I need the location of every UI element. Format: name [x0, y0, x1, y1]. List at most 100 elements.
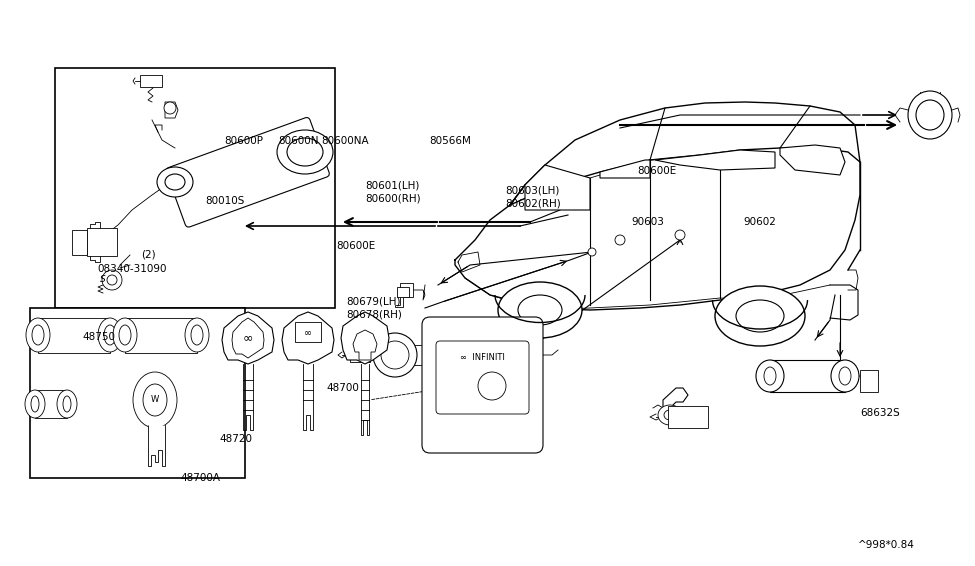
- Text: 80602(RH): 80602(RH): [505, 199, 561, 209]
- Ellipse shape: [133, 372, 177, 428]
- Text: ∞: ∞: [304, 328, 312, 338]
- Polygon shape: [341, 312, 389, 364]
- Ellipse shape: [451, 363, 461, 379]
- Circle shape: [588, 248, 596, 256]
- Bar: [55, 68, 335, 308]
- Bar: [860, 370, 878, 392]
- Text: 80010S: 80010S: [205, 196, 244, 206]
- Ellipse shape: [25, 390, 45, 418]
- Text: 80600(RH): 80600(RH): [366, 193, 421, 203]
- Polygon shape: [600, 160, 650, 178]
- Ellipse shape: [185, 318, 209, 352]
- Text: ∞: ∞: [243, 332, 254, 345]
- Bar: [350, 348, 370, 362]
- Bar: [395, 345, 440, 365]
- Text: 48720: 48720: [219, 434, 253, 444]
- Ellipse shape: [916, 100, 944, 130]
- Text: 80600E: 80600E: [638, 166, 677, 176]
- Text: 80600E: 80600E: [336, 241, 375, 251]
- Ellipse shape: [32, 325, 44, 345]
- Ellipse shape: [764, 367, 776, 385]
- Polygon shape: [525, 165, 590, 210]
- Polygon shape: [395, 283, 413, 307]
- Ellipse shape: [478, 372, 506, 400]
- FancyBboxPatch shape: [436, 341, 529, 414]
- Text: 48700A: 48700A: [180, 473, 220, 483]
- Text: 80600N: 80600N: [278, 136, 319, 147]
- Ellipse shape: [98, 318, 122, 352]
- Ellipse shape: [488, 343, 512, 367]
- Ellipse shape: [518, 295, 562, 325]
- Ellipse shape: [480, 335, 520, 375]
- Ellipse shape: [57, 390, 77, 418]
- Ellipse shape: [381, 341, 409, 369]
- FancyBboxPatch shape: [166, 118, 330, 227]
- Bar: [140, 75, 162, 87]
- Text: S: S: [100, 276, 106, 285]
- Text: W: W: [151, 396, 159, 405]
- Ellipse shape: [373, 333, 417, 377]
- Circle shape: [102, 270, 122, 290]
- Text: 80601(LH): 80601(LH): [366, 180, 420, 190]
- Text: 68632S: 68632S: [860, 408, 900, 418]
- Circle shape: [107, 275, 117, 285]
- Polygon shape: [282, 312, 334, 364]
- Ellipse shape: [164, 102, 176, 114]
- Polygon shape: [148, 425, 165, 466]
- Ellipse shape: [104, 325, 116, 345]
- Text: 80603(LH): 80603(LH): [505, 186, 560, 196]
- Ellipse shape: [664, 410, 676, 420]
- Ellipse shape: [165, 174, 185, 190]
- Bar: [295, 322, 321, 342]
- Ellipse shape: [839, 367, 851, 385]
- Bar: [97, 230, 115, 244]
- Text: 80679(LH): 80679(LH): [346, 296, 401, 306]
- Ellipse shape: [191, 325, 203, 345]
- Bar: [450, 360, 462, 382]
- Text: 80600NA: 80600NA: [322, 136, 370, 147]
- Polygon shape: [655, 150, 775, 170]
- Bar: [35, 390, 67, 418]
- Ellipse shape: [831, 360, 859, 392]
- Ellipse shape: [113, 318, 137, 352]
- Ellipse shape: [157, 167, 193, 197]
- Text: 48750: 48750: [83, 332, 116, 342]
- Polygon shape: [780, 145, 845, 175]
- Ellipse shape: [287, 138, 323, 166]
- Text: 80678(RH): 80678(RH): [346, 309, 402, 319]
- Bar: [38, 318, 110, 353]
- Bar: [668, 406, 708, 428]
- Polygon shape: [222, 312, 274, 364]
- Text: 90602: 90602: [743, 217, 776, 227]
- Bar: [500, 346, 542, 364]
- Ellipse shape: [63, 396, 71, 412]
- Ellipse shape: [119, 325, 131, 345]
- Ellipse shape: [736, 300, 784, 332]
- Text: 80600P: 80600P: [224, 136, 263, 147]
- Text: (2): (2): [141, 250, 156, 260]
- Circle shape: [615, 235, 625, 245]
- Text: ^998*0.84: ^998*0.84: [858, 540, 915, 550]
- Text: 08340-31090: 08340-31090: [98, 264, 167, 274]
- Circle shape: [675, 230, 685, 240]
- Text: 80566M: 80566M: [429, 136, 471, 147]
- FancyBboxPatch shape: [422, 317, 543, 453]
- Ellipse shape: [26, 318, 50, 352]
- Bar: [397, 287, 409, 297]
- Ellipse shape: [715, 286, 805, 346]
- Ellipse shape: [31, 396, 39, 412]
- Polygon shape: [232, 318, 264, 358]
- Bar: [72, 230, 87, 255]
- Ellipse shape: [908, 91, 952, 139]
- Bar: [770, 360, 845, 392]
- Ellipse shape: [143, 384, 167, 416]
- Ellipse shape: [658, 405, 682, 425]
- Ellipse shape: [756, 360, 784, 392]
- Ellipse shape: [498, 282, 582, 338]
- Text: 48700: 48700: [327, 383, 360, 393]
- Ellipse shape: [277, 130, 333, 174]
- Polygon shape: [353, 330, 377, 360]
- Bar: [30, 308, 245, 478]
- Polygon shape: [165, 102, 178, 118]
- Text: 90603: 90603: [632, 217, 665, 227]
